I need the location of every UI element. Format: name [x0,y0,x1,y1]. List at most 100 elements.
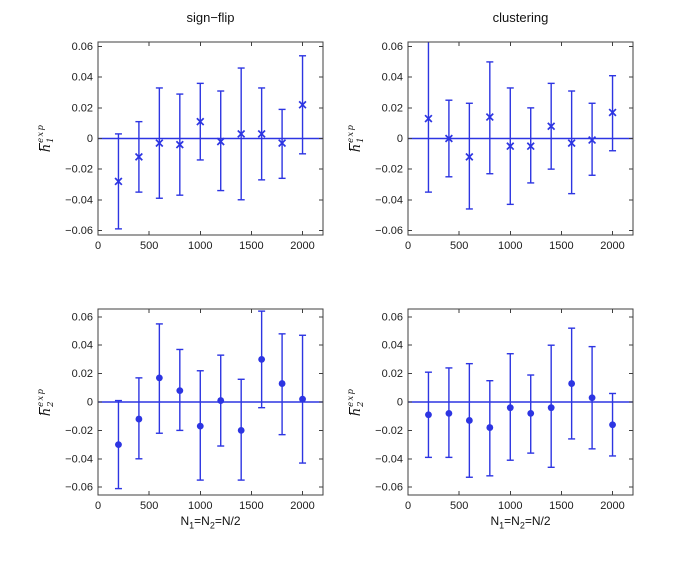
y-tick-label: −0.02 [65,164,93,176]
error-bar [114,133,123,230]
y-tick-label: −0.06 [375,482,403,494]
x-tick-label: 1500 [549,240,573,252]
y-axis-label-h1-top-left: h exp 1 [33,106,59,170]
error-bar [485,61,494,175]
x-tick-label: 500 [450,500,468,512]
x-tick-label: 1500 [239,240,263,252]
error-bar [465,102,474,210]
x-axis-label-bottom-right: N1=N2=N/2 [490,514,551,531]
y-tick-label: 0.02 [72,102,93,114]
error-bar [424,371,432,459]
x-marker [506,142,515,151]
y-tick-label: 0.06 [72,311,93,323]
dot-marker [568,380,576,387]
overbar [38,407,40,415]
plot-title-sign-flip: sign−flip [186,10,235,25]
x-tick-label: 500 [140,500,158,512]
y-tick-label: −0.06 [375,225,403,237]
x-tick-label: 1000 [498,240,522,252]
hbar-symbol: h [348,407,364,417]
y-tick-label: −0.02 [375,425,403,437]
y-axis-label-h2-bottom-right: h exp 2 [343,370,369,434]
subplot-bottom-left: 0 500 1000 1500 2000 −0.06 −0.04 −0.02 0 0.02 0.04… [65,308,324,512]
dot-marker [299,395,306,403]
dot-marker [217,397,225,404]
error-bar [176,348,184,432]
x-tick-label: 2000 [290,500,314,512]
plot-title-clustering: clustering [492,10,549,25]
error-bar [196,82,205,161]
y-tick-label: −0.04 [375,194,403,206]
x-marker [526,142,535,151]
x-tick-label: 0 [95,240,101,252]
error-bar [588,345,596,450]
dot-marker [425,411,432,419]
x-tick-label: 1500 [239,500,263,512]
x-marker [485,113,494,122]
y-tick-label: −0.04 [375,453,403,465]
superscript-exp: exp [35,123,46,143]
dot-marker [588,394,596,402]
error-bar [567,90,576,195]
subscript-1: 1 [45,137,56,143]
y-tick-label: −0.04 [65,453,93,465]
x-tick-label: 2000 [600,240,624,252]
subscript-1: 1 [355,137,366,143]
dot-marker [445,409,453,417]
y-tick-label: −0.06 [65,225,93,237]
y-tick-label: −0.02 [65,425,93,437]
subplot-top-left: 0 500 1000 1500 2000 −0.06 −0.04 −0.02 0 0.02 0.04… [65,41,324,252]
y-tick-label: 0.06 [382,41,403,53]
error-bar [486,380,494,477]
y-tick-label: 0 [397,397,403,409]
error-bar [506,87,515,206]
x-tick-label: 2000 [290,240,314,252]
y-tick-label: 0.04 [72,340,93,352]
error-bar [258,310,266,409]
error-bar [547,82,556,170]
y-tick-label: −0.02 [375,164,403,176]
dot-marker [258,356,266,363]
hbar-symbol: h [38,407,54,417]
dot-marker [486,424,494,431]
error-bar [608,74,617,152]
x-marker [216,137,225,146]
y-tick-label: −0.06 [65,482,93,494]
x-tick-label: 500 [140,240,158,252]
y-tick-label: 0.04 [72,72,93,84]
x-marker [588,136,597,145]
x-axis-label-bottom-left: N1=N2=N/2 [180,514,241,531]
x-marker [444,134,453,143]
error-bar [114,399,122,490]
x-marker [424,114,433,123]
error-bar [278,108,287,180]
error-bar [526,107,535,184]
dot-marker [176,387,184,395]
y-tick-label: 0.02 [382,102,403,114]
dot-marker [465,417,473,424]
superscript-exp: exp [345,123,356,143]
error-bar [445,367,453,459]
y-axis-label-h2-bottom-left: h exp 2 [33,370,59,434]
error-bar [257,87,266,181]
x-tick-label: 0 [405,500,411,512]
error-bar [298,55,307,155]
error-bar [216,90,225,192]
x-marker [547,122,556,131]
dot-marker [155,374,163,382]
error-bar [424,42,433,193]
x-marker [465,152,474,161]
x-marker [298,100,307,109]
y-tick-label: 0.06 [382,311,403,323]
x-marker [567,139,576,148]
overbar [38,143,40,151]
hbar-symbol: h [348,143,364,153]
error-bar [527,374,535,454]
x-tick-label: 1000 [188,500,212,512]
subscript-2: 2 [45,401,56,407]
x-tick-label: 1000 [188,240,212,252]
x-marker [278,139,287,148]
x-tick-label: 2000 [600,500,624,512]
error-bar [444,99,453,178]
